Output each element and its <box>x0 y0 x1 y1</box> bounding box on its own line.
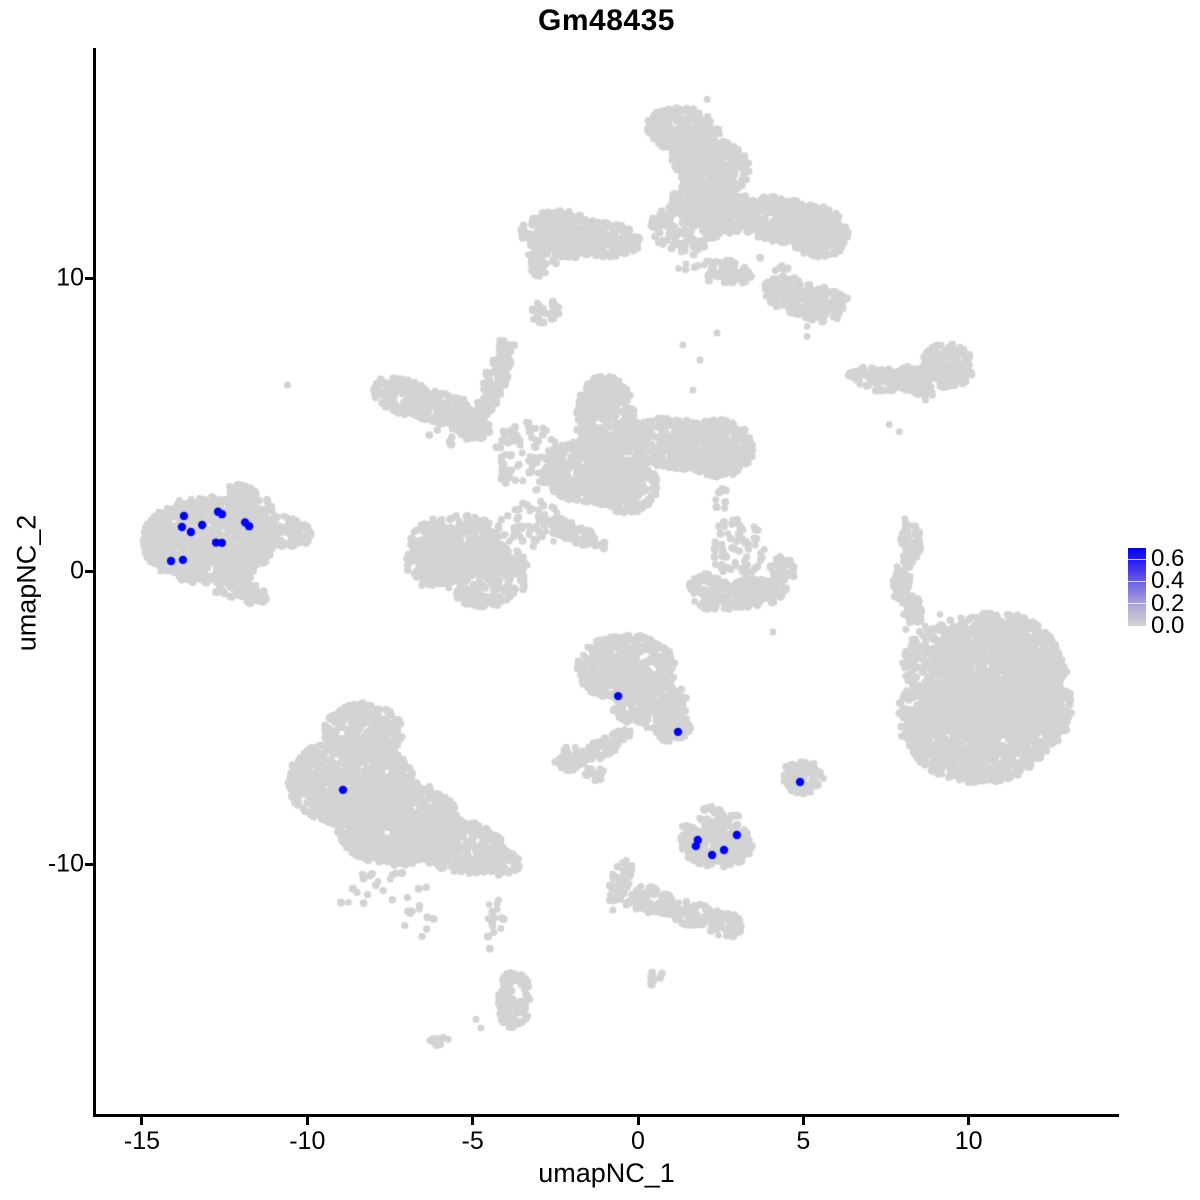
colorbar-tick <box>1128 558 1146 560</box>
x-axis-line <box>93 1114 1119 1117</box>
x-tick-label: -5 <box>461 1127 484 1155</box>
colorbar-tick <box>1128 580 1146 582</box>
y-tick-mark <box>85 862 93 866</box>
legend-label: 0.2 <box>1151 589 1185 617</box>
x-tick-label: 10 <box>954 1127 983 1155</box>
x-tick-mark <box>801 1117 805 1125</box>
y-tick-label: 10 <box>56 263 84 292</box>
x-tick-mark <box>967 1117 971 1125</box>
legend-label: 0.6 <box>1151 545 1185 573</box>
x-tick-label: -15 <box>123 1127 161 1155</box>
x-tick-mark <box>305 1117 309 1125</box>
plot-title: Gm48435 <box>538 4 675 37</box>
umap-scatter-canvas <box>95 48 1118 1115</box>
x-tick-label: 5 <box>796 1127 811 1155</box>
x-tick-mark <box>471 1117 475 1125</box>
colorbar-tick <box>1128 625 1146 627</box>
legend-label: 0.4 <box>1151 567 1185 595</box>
x-tick-mark <box>636 1117 640 1125</box>
y-tick-label: -10 <box>47 849 84 878</box>
y-axis-line <box>93 48 96 1117</box>
colorbar-tick <box>1128 603 1146 605</box>
x-tick-mark <box>140 1117 144 1125</box>
legend-colorbar <box>1128 548 1146 626</box>
y-axis-title: umapNC_2 <box>11 514 42 652</box>
x-tick-label: 0 <box>631 1127 645 1155</box>
legend-label: 0.0 <box>1151 612 1185 639</box>
y-tick-mark <box>85 276 93 280</box>
y-tick-mark <box>85 569 93 573</box>
x-tick-label: -10 <box>289 1127 326 1155</box>
y-tick-label: 0 <box>70 556 84 585</box>
x-axis-title: umapNC_1 <box>538 1158 675 1188</box>
